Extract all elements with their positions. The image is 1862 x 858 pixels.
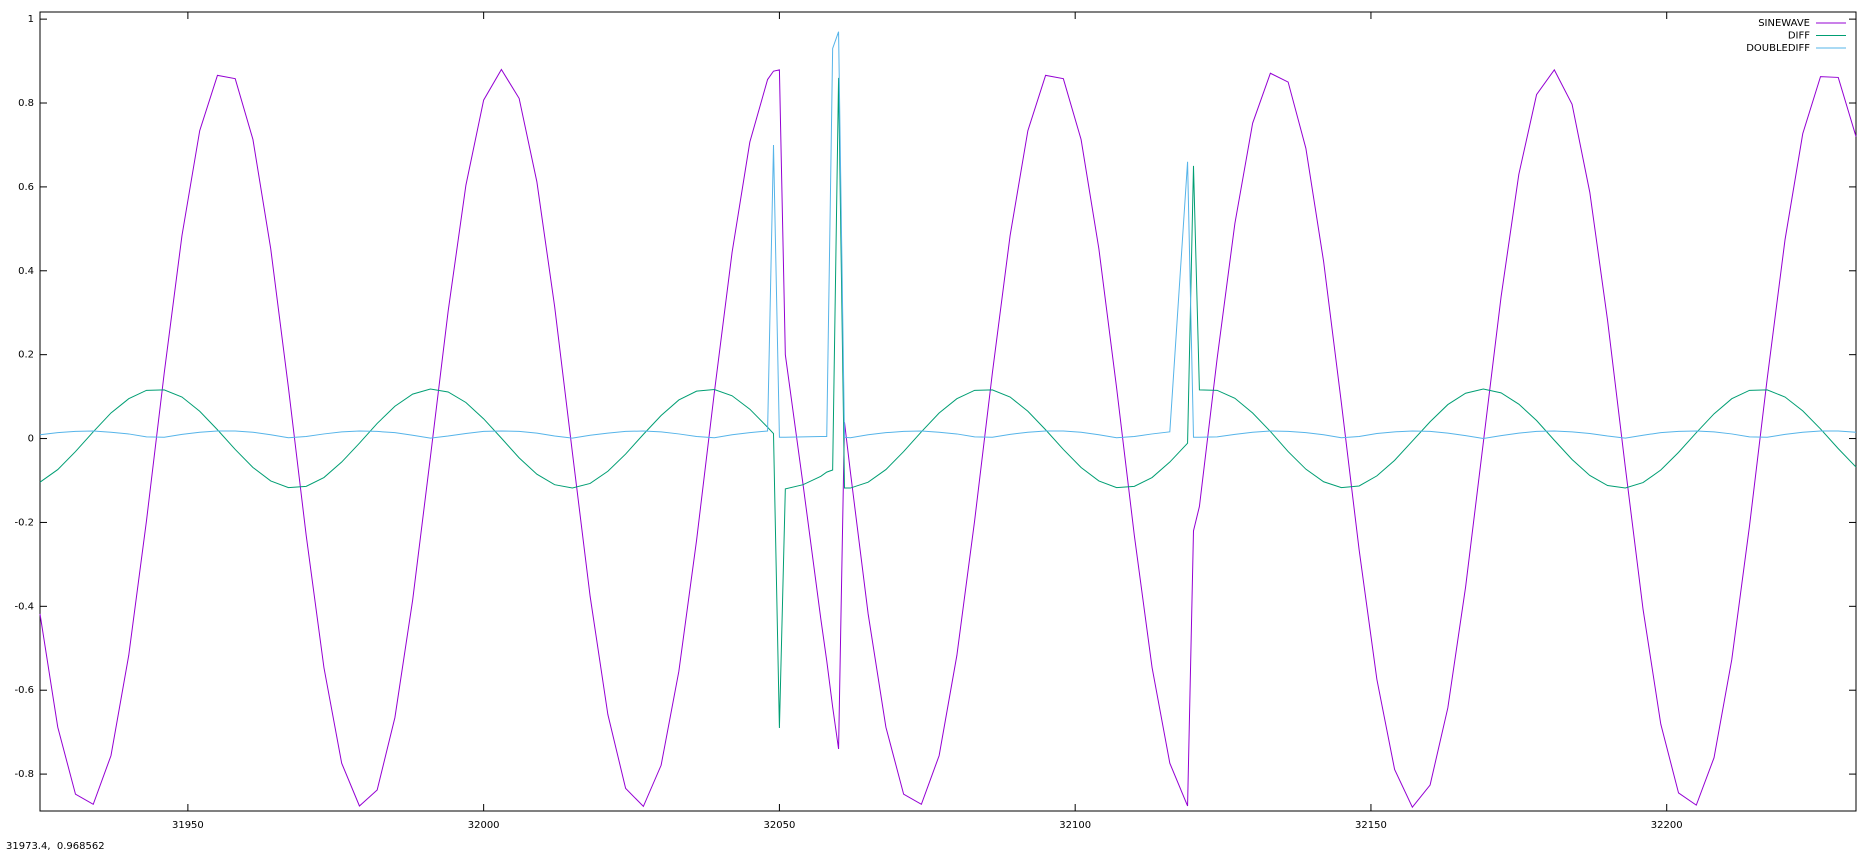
series-line	[39, 31, 1857, 440]
x-tick-label: 32000	[468, 820, 500, 831]
y-tick-label: -0.8	[14, 769, 34, 780]
series-line	[39, 77, 1857, 728]
x-tick-label: 32100	[1059, 820, 1091, 831]
plot-border	[39, 11, 1857, 812]
x-tick-label: 31950	[172, 820, 204, 831]
y-tick-label: 1	[28, 14, 34, 25]
y-tick-label: -0.6	[14, 685, 34, 696]
series-line	[39, 68, 1857, 809]
legend-label: DOUBLEDIFF	[1746, 43, 1810, 54]
legend-label: DIFF	[1788, 31, 1810, 42]
x-tick-label: 32150	[1355, 820, 1387, 831]
y-tick-label: 0.4	[18, 266, 34, 277]
y-tick-label: -0.4	[14, 601, 34, 612]
y-tick-label: 0.2	[18, 350, 34, 361]
y-tick-label: 0	[28, 434, 34, 445]
status-coordinates: 31973.4, 0.968562	[6, 841, 105, 852]
x-tick-label: 32050	[764, 820, 796, 831]
y-tick-label: -0.2	[14, 517, 34, 528]
y-tick-label: 0.8	[18, 98, 34, 109]
x-tick-label: 32200	[1651, 820, 1683, 831]
legend-label: SINEWAVE	[1758, 18, 1810, 29]
y-tick-label: 0.6	[18, 182, 34, 193]
